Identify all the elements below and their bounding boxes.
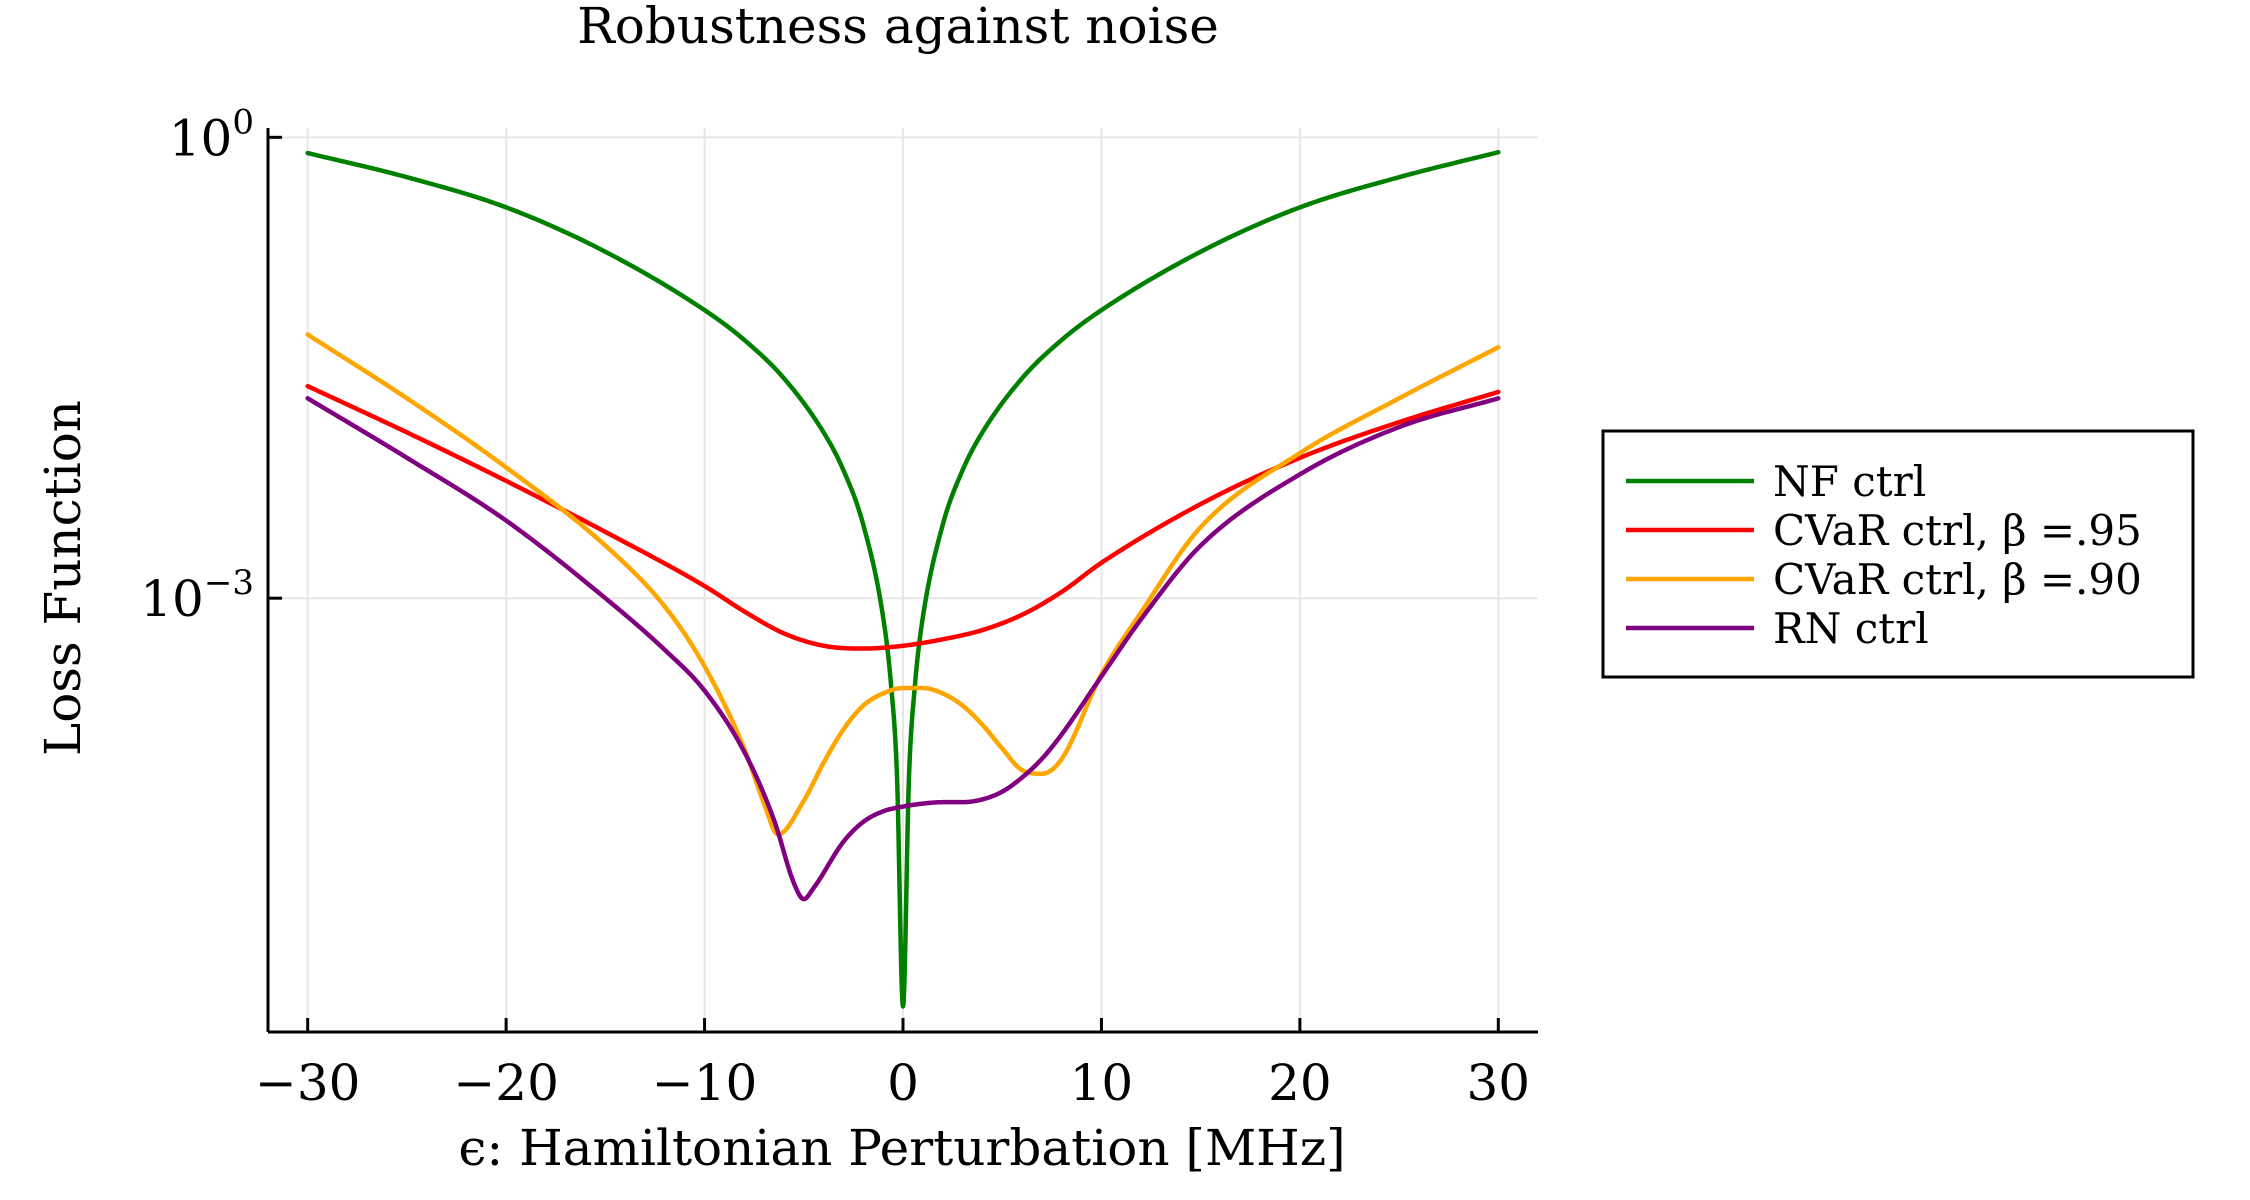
legend-label: NF ctrl	[1773, 457, 1926, 506]
x-tick-label: −10	[652, 1054, 758, 1112]
axes-layer: −30 −20 −10 0 10 20 30 100 10−3	[140, 102, 1538, 1112]
grid-layer	[268, 128, 1538, 1032]
series-line-1	[305, 383, 1501, 651]
y-axis-label: Loss Function	[34, 400, 92, 756]
series-line-3	[305, 396, 1501, 902]
y-tick-label: 10−3	[140, 563, 254, 628]
series-layer	[305, 149, 1501, 1009]
series-line-0	[305, 149, 1501, 1009]
legend-label: CVaR ctrl, β =.90	[1773, 555, 2142, 604]
x-tick-label: 30	[1467, 1054, 1531, 1112]
legend-label: RN ctrl	[1773, 604, 1929, 653]
x-tick-label: 10	[1070, 1054, 1134, 1112]
x-tick-label: −30	[255, 1054, 361, 1112]
chart-title: Robustness against noise	[577, 0, 1219, 55]
legend-box	[1601, 429, 2195, 679]
y-tick-label: 100	[169, 102, 254, 167]
x-tick-label: −20	[453, 1054, 559, 1112]
x-tick-label: 0	[887, 1054, 919, 1112]
series-line-2	[305, 332, 1501, 837]
x-tick-label: 20	[1268, 1054, 1332, 1112]
legend-label: CVaR ctrl, β =.95	[1773, 506, 2142, 555]
x-axis-label: ϵ: Hamiltonian Perturbation [MHz]	[458, 1119, 1345, 1177]
